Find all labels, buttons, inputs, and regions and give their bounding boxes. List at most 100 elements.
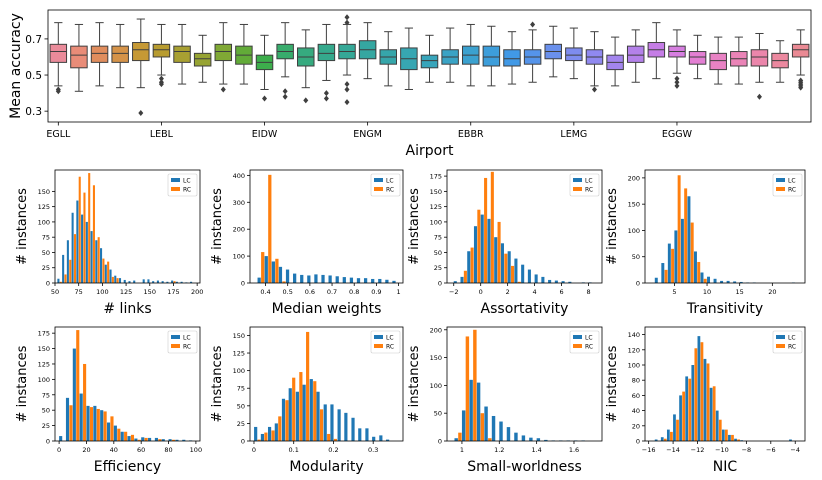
box-body [173,45,191,63]
box-flier [591,86,597,93]
legend-label-lc: LC [183,178,191,185]
bar-lc [480,214,484,283]
box-16 [379,31,398,87]
y-tick-label: 0.3 [25,106,42,118]
box-36 [791,29,810,91]
box-body [688,51,707,65]
y-tick-label: 100 [430,218,442,226]
y-axis-label: # instances [407,345,422,422]
box-5 [152,23,171,88]
legend: LC RC [370,173,401,197]
bar-rc [59,281,62,283]
bar-lc [713,278,717,283]
bar-rc [664,269,668,283]
bar-rc [69,405,73,441]
bar-lc [527,269,531,283]
x-tick-label: 200 [191,288,203,296]
bar-lc [113,425,117,441]
x-tick-label: −8 [742,446,752,454]
box-body [420,54,439,69]
bar-lc [166,281,169,283]
histogram-2: 0.4 0.5 0.6 0.7 0.8 0.9 1 0 100 200 300 400 Median w… [210,169,404,317]
histogram-6: 0 0.1 0.2 0.3 0 25 50 75 100 125 150 Modularity # in… [210,326,404,475]
box-17 [400,27,418,90]
y-tick-label: 100 [628,227,640,235]
bar-lc [316,391,320,441]
bar-rc [292,377,296,441]
bar-lc [487,218,491,283]
box-3 [111,23,129,89]
bar-rc [517,281,521,283]
box-0 [49,22,68,95]
bar-lc [260,433,265,441]
x-tick-label: 5 [672,288,676,296]
bar-lc [654,439,658,441]
bar-rc [697,261,701,283]
x-tick-label: 2 [506,288,510,296]
y-tick-label: 100 [233,367,245,375]
bar-lc [351,417,355,441]
bar-lc [86,405,90,441]
legend-label-rc: RC [386,187,394,194]
y-tick-label: 50 [434,410,442,418]
bar-lc [66,240,69,283]
bar-lc [127,436,131,441]
y-axis-label: # instances [407,188,422,265]
bar-lc [142,279,145,283]
bar-rc [480,413,485,441]
bar-lc [739,281,743,283]
y-tick-label: 60 [632,392,640,400]
y-tick-label: 0.5 [25,70,42,82]
bar-rc [319,409,324,441]
bar-rc [271,430,275,441]
box-15 [358,22,377,80]
box-body [791,43,810,58]
box-11 [276,22,294,100]
bar-lc [321,274,325,283]
bar-lc [536,438,541,441]
x-tick-label: EGGW [662,129,693,140]
bar-lc [674,230,678,283]
bar-lc [118,278,122,283]
bar-lc [356,278,361,283]
histogram-7: 1 1.2 1.4 1.6 0 50 100 150 200 Small-worldness # i… [407,326,603,475]
bar-lc [700,272,704,283]
x-tick-label: 1.4 [531,446,541,454]
box-2 [90,22,109,87]
plot-frame [54,169,201,284]
bar-lc [667,243,671,283]
y-tick-label: 50 [237,402,245,410]
x-tick-label: 0.4 [260,288,270,296]
bar-lc [372,436,376,441]
bar-lc [494,237,498,283]
x-tick-label: −14 [666,446,680,454]
bar-lc [134,438,138,441]
bar-lc [72,348,76,441]
bar-lc [673,414,676,441]
bar-lc [141,437,145,441]
bar-rc [684,188,688,283]
y-tick-label: 0 [46,438,50,446]
box-flier [674,82,680,89]
box-flier [323,90,329,97]
bar-lc [302,384,306,441]
bar-lc [554,280,558,283]
bar-rc [278,416,282,441]
legend-swatch-rc [776,344,785,348]
bar-lc [161,281,164,283]
bar-rc [473,329,477,441]
bar-lc [90,231,93,283]
bar-lc [281,398,286,441]
x-tick-label: 0 [252,446,256,454]
x-tick-label: 0 [479,288,483,296]
box-23 [523,21,542,83]
bar-lc [661,263,665,283]
bar-rc [257,439,261,441]
y-tick-label: 200 [430,326,442,334]
legend-label-rc: RC [585,187,593,194]
legend-swatch-rc [171,344,180,348]
box-body [70,45,88,69]
x-tick-label: 1.2 [494,446,504,454]
x-tick-label: 60 [137,446,145,454]
bar-lc [514,258,518,283]
